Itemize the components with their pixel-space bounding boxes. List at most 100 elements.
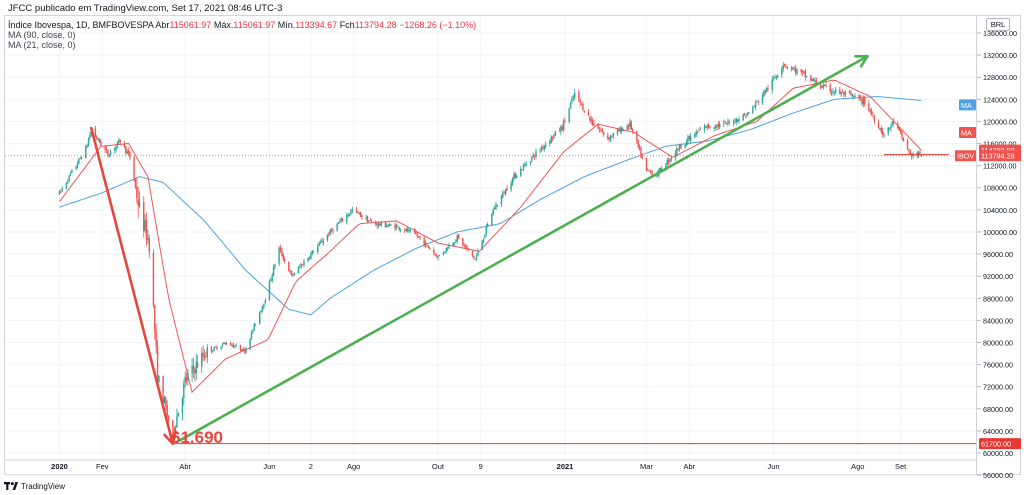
candle-body	[859, 97, 862, 99]
candle-body	[841, 91, 844, 93]
y-tick-label: 72000.00	[983, 383, 1013, 392]
candle-body	[473, 255, 475, 259]
candle-body	[318, 242, 320, 246]
candle-body	[78, 158, 80, 164]
candle-body	[272, 266, 275, 276]
candle-body	[738, 119, 740, 122]
candle-body	[880, 128, 882, 133]
y-tick-label: 128000.00	[983, 73, 1017, 82]
candle-body	[561, 126, 563, 130]
candle-body	[717, 124, 720, 127]
ma21-legend[interactable]: MA (21, close, 0)	[8, 40, 76, 50]
candle-body	[752, 107, 754, 114]
candle-body	[725, 123, 728, 125]
candle-body	[80, 157, 83, 159]
candle-body	[368, 221, 370, 222]
footer: TradingView	[4, 480, 65, 492]
candle-body	[641, 156, 644, 159]
candle-body	[743, 113, 746, 116]
candle-body	[823, 85, 826, 87]
candle-body	[359, 212, 362, 217]
symbol-legend[interactable]: Índice Ibovespa, 1D, BMFBOVESPA Abr11506…	[8, 20, 476, 30]
candle-body	[578, 91, 580, 99]
candle-body	[699, 129, 702, 131]
candle-body	[448, 245, 450, 249]
candle-body	[840, 92, 842, 95]
candle-body	[848, 90, 851, 94]
candle-body	[919, 152, 921, 155]
candle-body	[404, 230, 406, 232]
candle-body	[579, 99, 581, 103]
candle-body	[746, 113, 749, 116]
candle-body	[409, 229, 412, 231]
candle-body	[216, 346, 218, 350]
candle-body	[564, 120, 566, 122]
candle-body	[181, 398, 184, 413]
candle-body	[745, 116, 747, 117]
candle-body	[636, 130, 638, 141]
candle-body	[898, 126, 900, 131]
y-tick-label: 108000.00	[983, 184, 1017, 193]
candle-body	[191, 365, 193, 374]
candle-body	[902, 138, 905, 142]
candle-body	[155, 331, 157, 348]
candle-body	[376, 224, 378, 226]
candle-body	[96, 136, 98, 139]
candle-body	[676, 147, 678, 154]
candle-body	[705, 126, 707, 128]
candle-body	[810, 74, 812, 81]
candle-body	[872, 115, 874, 117]
candle-body	[764, 91, 766, 93]
candle-body	[680, 143, 682, 148]
candle-body	[346, 215, 348, 222]
candle-body	[772, 78, 775, 80]
price-axis-frame[interactable]	[977, 15, 1021, 475]
candle-body	[145, 220, 148, 240]
candle-body	[747, 112, 750, 114]
change-value: −1268.26 (−1.10%)	[399, 20, 477, 30]
candle-body	[525, 164, 528, 165]
candle-body	[388, 224, 391, 226]
candle-body	[464, 244, 467, 248]
candle-body	[803, 71, 805, 73]
candle-body	[553, 134, 555, 138]
candle-body	[134, 179, 137, 188]
candle-body	[254, 323, 257, 325]
currency-button[interactable]: BRL	[986, 18, 1010, 31]
candle-body	[688, 136, 691, 140]
y-tick-label: 116000.00	[983, 140, 1016, 149]
candle-body	[651, 171, 653, 176]
candle-body	[202, 352, 204, 357]
candle-body	[351, 209, 354, 211]
candle-body	[852, 95, 855, 97]
ma90-legend[interactable]: MA (90, close, 0)	[8, 30, 76, 40]
close-value: 113794.28	[354, 20, 397, 30]
candle-body	[195, 361, 197, 374]
candle-body	[794, 68, 797, 73]
candle-body	[822, 85, 824, 89]
candle-body	[883, 135, 885, 136]
candle-body	[593, 123, 595, 126]
candle-body	[163, 397, 166, 403]
candle-body	[648, 170, 650, 172]
ma21-line	[59, 79, 922, 394]
y-axis: 136000.00 132000.00 128000.00 124000.00 1200…	[977, 29, 1017, 480]
candle-body	[129, 152, 131, 158]
candle-body	[405, 228, 407, 231]
candle-body	[558, 130, 561, 132]
candle-body	[893, 120, 895, 123]
candle-body	[806, 76, 808, 78]
y-tick-label: 76000.00	[983, 361, 1013, 370]
candle-body	[531, 156, 533, 161]
candle-body	[580, 103, 583, 105]
low-value: 113394.67	[295, 20, 338, 30]
candle-body	[60, 190, 62, 192]
candle-body	[781, 68, 783, 75]
level-value-badge-bg	[979, 438, 1021, 450]
candle-body	[397, 226, 399, 227]
candle-body	[213, 347, 215, 351]
candle-body	[727, 121, 729, 124]
candle-body	[696, 131, 699, 133]
candle-body	[571, 98, 573, 103]
